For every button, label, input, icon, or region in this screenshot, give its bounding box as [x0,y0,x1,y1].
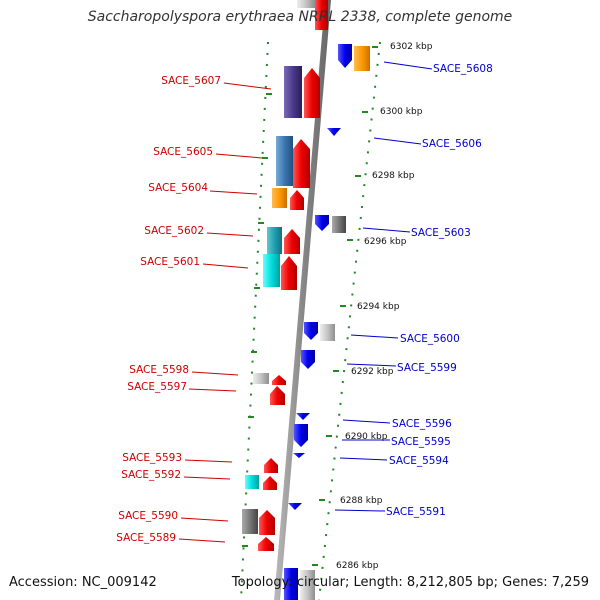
cog-box-sace-5603 [332,216,346,233]
gene-arrow-sace-5604[interactable] [290,190,304,210]
gene-label-sace-5602[interactable]: SACE_5602 [144,225,204,237]
gene-label-sace-5597[interactable]: SACE_5597 [127,381,187,393]
gene-arrow-sace-5607[interactable] [304,68,320,118]
tick-label: 6292 kbp [351,367,394,377]
tick-label: 6290 kbp [345,432,388,442]
top-partial-features [297,0,328,30]
tick-label: 6296 kbp [364,237,407,247]
gene-arrow-sace-5600[interactable] [304,322,318,340]
gene-arrow-sace-5598[interactable] [272,375,286,385]
gene-label-sace-5600[interactable]: SACE_5600 [400,333,460,345]
gene-label-sace-5599[interactable]: SACE_5599 [397,362,457,374]
gene-arrow-sace-5594[interactable] [293,453,305,458]
cog-box-sace-5604 [272,188,287,208]
tick-label: 6286 kbp [336,561,379,571]
inner-tick-marks [242,93,272,547]
gene-label-sace-5596[interactable]: SACE_5596 [392,418,452,430]
tick-label: 6294 kbp [357,302,400,312]
gene-arrow-sace-5589[interactable] [258,537,274,551]
gene-label-sace-5594[interactable]: SACE_5594 [389,455,449,467]
tick-labels: 6302 kbp 6300 kbp 6298 kbp 6296 kbp 6294… [336,42,433,571]
gene-label-sace-5591[interactable]: SACE_5591 [386,506,446,518]
gene-arrow-sace-5590[interactable] [259,510,275,535]
cog-box-sace-5600 [320,324,335,341]
accession-text: Accession: NC_009142 [9,575,157,590]
gene-arrow-sace-5595[interactable] [294,424,308,447]
forward-gene-labels: SACE_5607 SACE_5605 SACE_5604 SACE_5602 … [116,75,221,544]
tick-label: 6288 kbp [340,496,383,506]
gene-label-sace-5592[interactable]: SACE_5592 [121,469,181,481]
gene-arrow-sace-5605[interactable] [293,139,310,188]
gene-label-sace-5608[interactable]: SACE_5608 [433,63,493,75]
outer-boundary [318,41,381,600]
gene-label-sace-5593[interactable]: SACE_5593 [122,452,182,464]
cog-box-sace-5607 [284,66,302,118]
genome-summary-text: Topology: circular; Length: 8,212,805 bp… [231,575,589,590]
reverse-leader-lines [334,61,433,512]
tick-label: 6300 kbp [380,107,423,117]
gene-arrow-sace-5592[interactable] [263,476,277,490]
forward-strand-features [242,66,320,551]
reverse-gene-labels: SACE_5608 SACE_5606 SACE_5603 SACE_5600 … [386,63,493,518]
gene-arrow-sace-5601[interactable] [281,256,297,290]
gene-arrow-sace-5602[interactable] [284,229,300,254]
gene-label-sace-5601[interactable]: SACE_5601 [140,256,200,268]
gene-arrow-sace-5608[interactable] [338,44,352,68]
cog-box-sace-5590 [242,509,258,534]
gene-label-sace-5607[interactable]: SACE_5607 [161,75,221,87]
reverse-strand-features [284,44,370,600]
gene-label-sace-5595[interactable]: SACE_5595 [391,436,451,448]
gene-label-sace-5604[interactable]: SACE_5604 [148,182,208,194]
gene-label-sace-5589[interactable]: SACE_5589 [116,532,176,544]
gene-label-sace-5605[interactable]: SACE_5605 [153,146,213,158]
gene-arrow-sace-5593[interactable] [264,458,278,473]
cog-box-sace-5598 [253,373,269,384]
gene-label-sace-5603[interactable]: SACE_5603 [411,227,471,239]
cog-box-sace-5605 [276,136,293,186]
gene-arrow-sace-5599[interactable] [301,350,315,369]
bottom-partial-gene [284,568,298,600]
tick-label: 6302 kbp [390,42,433,52]
cog-box-sace-5608 [354,46,370,71]
tick-label: 6298 kbp [372,171,415,181]
gene-arrow-sace-5591[interactable] [288,503,302,510]
cog-box-sace-5601 [263,254,280,287]
gene-label-sace-5590[interactable]: SACE_5590 [118,510,178,522]
tick-marks [312,46,378,566]
gene-label-sace-5606[interactable]: SACE_5606 [422,138,482,150]
cog-box-sace-5602 [267,227,282,254]
gene-arrow-sace-5597[interactable] [270,386,285,405]
gene-arrow-sace-5603[interactable] [315,215,329,231]
forward-leader-lines [178,82,272,543]
map-title: Saccharopolyspora erythraea NRRL 2338, c… [87,9,513,25]
cog-box-sace-5592 [245,475,259,489]
gene-arrow-sace-5596[interactable] [296,413,310,420]
bottom-partial-cog [300,570,315,600]
gene-arrow-sace-5606[interactable] [327,128,341,136]
genome-backbone [274,0,331,600]
gene-label-sace-5598[interactable]: SACE_5598 [129,364,189,376]
